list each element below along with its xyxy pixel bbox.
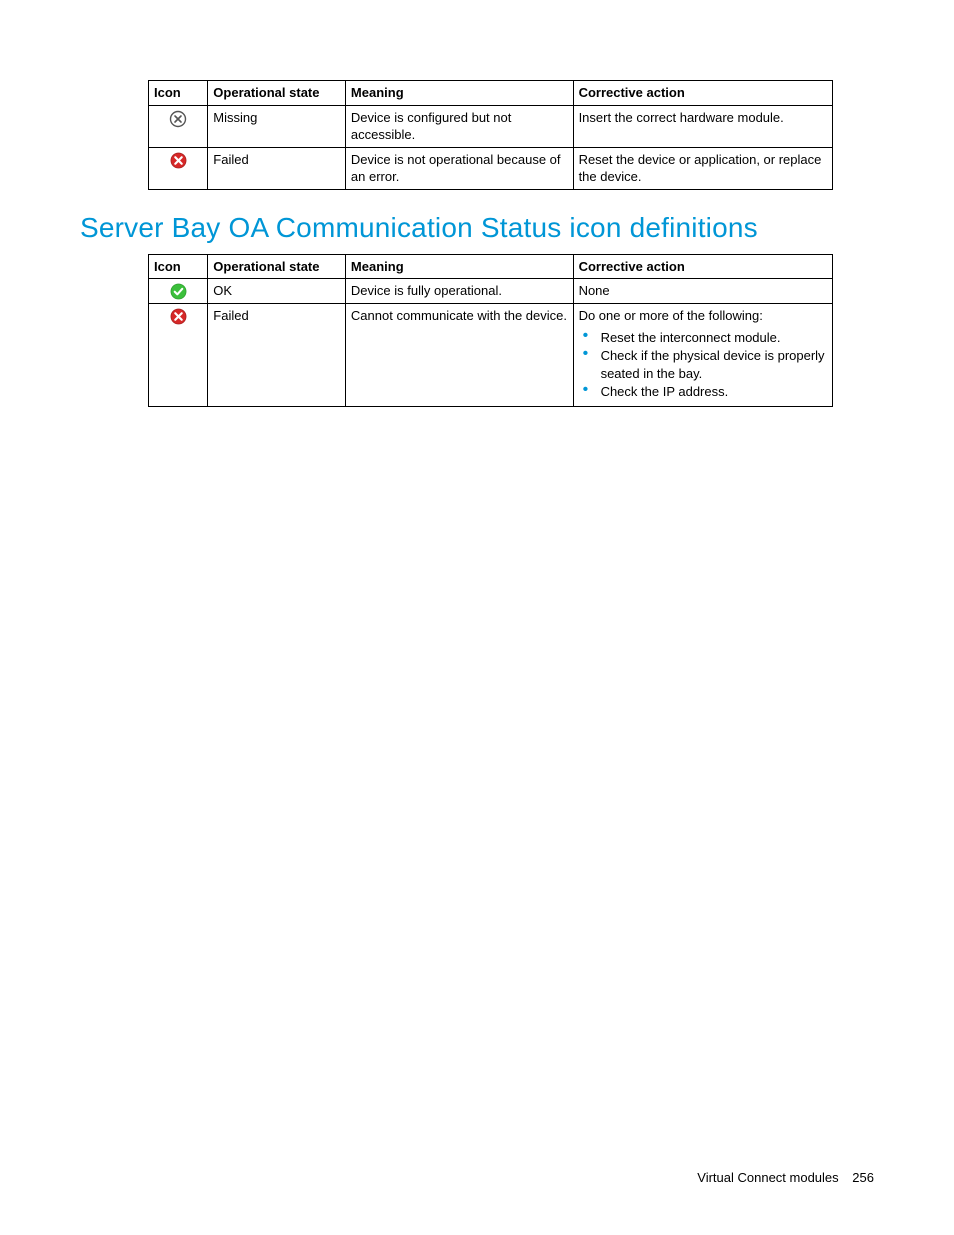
state-cell: Missing <box>208 105 346 147</box>
missing-icon <box>169 110 187 128</box>
table-row: Failed Device is not operational because… <box>149 147 833 189</box>
table-header-row: Icon Operational state Meaning Correctiv… <box>149 254 833 279</box>
col-header-icon: Icon <box>149 254 208 279</box>
section-heading: Server Bay OA Communication Status icon … <box>80 212 874 244</box>
col-header-state: Operational state <box>208 81 346 106</box>
page-number: 256 <box>852 1170 874 1185</box>
state-cell: OK <box>208 279 346 304</box>
footer-section: Virtual Connect modules <box>697 1170 838 1185</box>
list-item: Check the IP address. <box>597 383 827 401</box>
icon-cell <box>149 304 208 407</box>
page: Icon Operational state Meaning Correctiv… <box>0 0 954 1235</box>
action-cell: Insert the correct hardware module. <box>573 105 832 147</box>
list-item: Check if the physical device is properly… <box>597 347 827 382</box>
failed-icon <box>170 152 187 169</box>
meaning-cell: Device is not operational because of an … <box>345 147 573 189</box>
table-row: Missing Device is configured but not acc… <box>149 105 833 147</box>
icon-cell <box>149 147 208 189</box>
status-table-1: Icon Operational state Meaning Correctiv… <box>148 80 833 190</box>
col-header-meaning: Meaning <box>345 254 573 279</box>
col-header-state: Operational state <box>208 254 346 279</box>
action-intro: Do one or more of the following: <box>579 308 763 323</box>
state-cell: Failed <box>208 304 346 407</box>
table-header-row: Icon Operational state Meaning Correctiv… <box>149 81 833 106</box>
list-item: Reset the interconnect module. <box>597 329 827 347</box>
state-cell: Failed <box>208 147 346 189</box>
page-footer: Virtual Connect modules 256 <box>697 1170 874 1185</box>
action-cell: Reset the device or application, or repl… <box>573 147 832 189</box>
col-header-icon: Icon <box>149 81 208 106</box>
table-row: OK Device is fully operational. None <box>149 279 833 304</box>
meaning-cell: Device is configured but not accessible. <box>345 105 573 147</box>
icon-cell <box>149 105 208 147</box>
action-cell: None <box>573 279 832 304</box>
col-header-meaning: Meaning <box>345 81 573 106</box>
meaning-cell: Device is fully operational. <box>345 279 573 304</box>
ok-icon <box>170 283 187 300</box>
action-list: Reset the interconnect module. Check if … <box>579 329 827 401</box>
failed-icon <box>170 308 187 325</box>
col-header-action: Corrective action <box>573 81 832 106</box>
meaning-cell: Cannot communicate with the device. <box>345 304 573 407</box>
col-header-action: Corrective action <box>573 254 832 279</box>
status-table-2: Icon Operational state Meaning Correctiv… <box>148 254 833 407</box>
table-row: Failed Cannot communicate with the devic… <box>149 304 833 407</box>
icon-cell <box>149 279 208 304</box>
action-cell: Do one or more of the following: Reset t… <box>573 304 832 407</box>
